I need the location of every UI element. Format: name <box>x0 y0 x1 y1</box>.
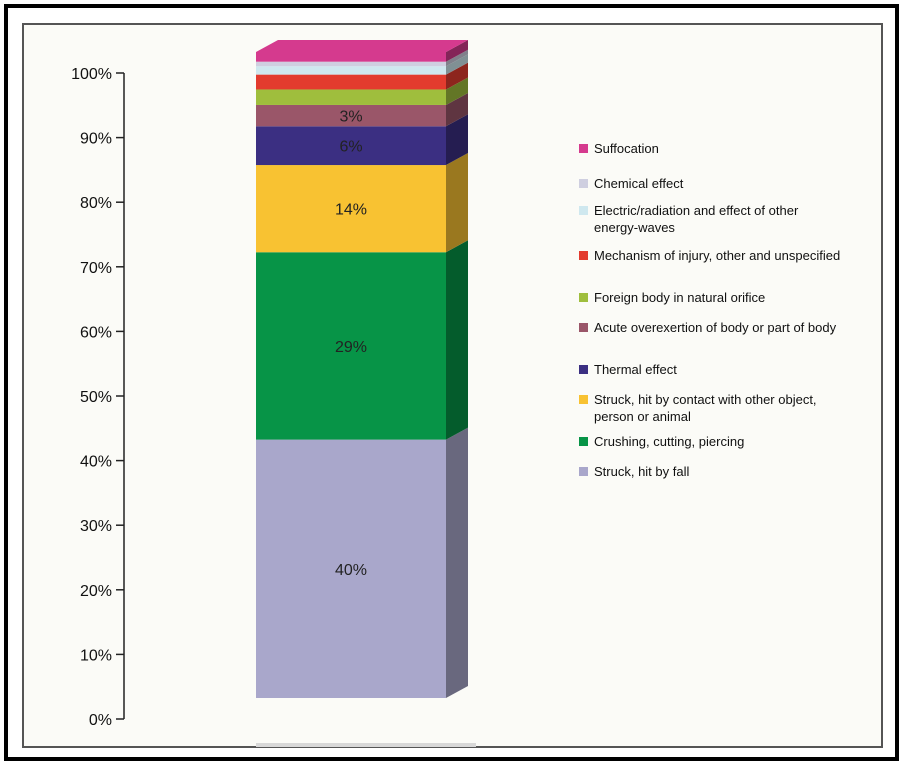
bar-segment-front <box>256 89 446 105</box>
legend-item: Mechanism of injury, other and unspecifi… <box>579 248 840 263</box>
legend-label: Thermal effect <box>594 362 677 377</box>
legend-swatch <box>579 206 588 215</box>
data-label: 14% <box>335 202 367 219</box>
bar-segment-side <box>446 49 468 67</box>
y-tick-label: 0% <box>89 712 112 729</box>
bar-segment <box>256 62 468 90</box>
legend-swatch <box>579 251 588 260</box>
bar-segment <box>256 54 468 75</box>
legend-swatch <box>579 293 588 302</box>
y-tick-label: 100% <box>71 66 112 83</box>
bar-segment: 14% <box>256 153 468 253</box>
bar-segment-front <box>256 165 446 253</box>
legend-label: Chemical effect <box>594 176 684 191</box>
bar-segment: 3% <box>256 92 468 127</box>
y-tick-label: 40% <box>80 454 112 471</box>
legend: Suffocation Chemical effect Electric/radia… <box>579 141 840 479</box>
legend-label: Struck, hit by fall <box>594 464 689 479</box>
legend-swatch <box>579 323 588 332</box>
legend-swatch <box>579 365 588 374</box>
legend-item: Thermal effect <box>579 362 677 377</box>
legend-swatch <box>579 437 588 446</box>
legend-item: Foreign body in natural orifice <box>579 290 765 305</box>
bar-segment: 6% <box>256 114 468 166</box>
bar-segment-front <box>256 126 446 166</box>
bar-segment-side <box>446 40 468 62</box>
bar-segment-front <box>256 104 446 127</box>
legend-label: Foreign body in natural orifice <box>594 290 765 305</box>
bar-segment-front <box>256 52 446 62</box>
legend-item: Struck, hit by fall <box>579 464 689 479</box>
legend-item: Electric/radiation and effect of other en… <box>579 203 799 235</box>
bar-segment <box>256 40 468 62</box>
legend-swatch <box>579 395 588 404</box>
legend-label: Acute overexertion of body or part of bo… <box>594 320 837 335</box>
data-label: 6% <box>339 139 362 156</box>
legend-item: Chemical effect <box>579 176 684 191</box>
legend-label: Mechanism of injury, other and unspecifi… <box>594 248 840 263</box>
legend-item: Struck, hit by contact with other object… <box>579 392 817 424</box>
bar-segment-side <box>446 427 468 698</box>
legend-swatch <box>579 467 588 476</box>
bar-segment-front <box>256 61 446 67</box>
bar-segment-side <box>446 114 468 166</box>
bar-segment-side <box>446 240 468 440</box>
bar-segment-front <box>256 439 446 698</box>
y-tick-label: 20% <box>80 583 112 600</box>
legend-item: Acute overexertion of body or part of bo… <box>579 320 837 335</box>
y-tick-label: 10% <box>80 647 112 664</box>
bar-segment-side <box>446 54 468 75</box>
bar-segment-side <box>446 77 468 105</box>
bar-segment-front <box>256 252 446 440</box>
bar-segment-side <box>446 153 468 253</box>
legend-label: Electric/radiation and effect of other en… <box>594 203 799 235</box>
legend-item: Suffocation <box>579 141 659 156</box>
y-tick-label: 70% <box>80 260 112 277</box>
floor-shadow <box>256 743 476 747</box>
bar-segment <box>256 77 468 105</box>
legend-item: Crushing, cutting, piercing <box>579 434 744 449</box>
y-axis: 0% 10% 20% 30% 40% 50% 60% 70% 80% 90% 100% <box>71 66 125 729</box>
data-label: 40% <box>335 562 367 579</box>
y-tick-label: 80% <box>80 195 112 212</box>
data-label: 3% <box>339 109 362 126</box>
bar-segment: 40% <box>256 427 468 698</box>
bar-stack: 40% 29% 14% 6% 3% <box>256 40 476 747</box>
bar-segment <box>256 49 468 67</box>
y-tick-label: 50% <box>80 389 112 406</box>
legend-swatch <box>579 179 588 188</box>
legend-label: Suffocation <box>594 141 659 156</box>
y-tick-label: 60% <box>80 324 112 341</box>
bar-segment: 29% <box>256 240 468 440</box>
y-tick-label: 90% <box>80 131 112 148</box>
data-label: 29% <box>335 339 367 356</box>
bar-segment-front <box>256 66 446 75</box>
bar-segment-side <box>446 92 468 127</box>
legend-label: Crushing, cutting, piercing <box>594 434 744 449</box>
bar-segment-front <box>256 74 446 90</box>
bar-top-face <box>256 40 468 52</box>
y-tick-label: 30% <box>80 518 112 535</box>
legend-swatch <box>579 144 588 153</box>
bar-segment-side <box>446 62 468 90</box>
legend-label: Struck, hit by contact with other object… <box>594 392 817 424</box>
